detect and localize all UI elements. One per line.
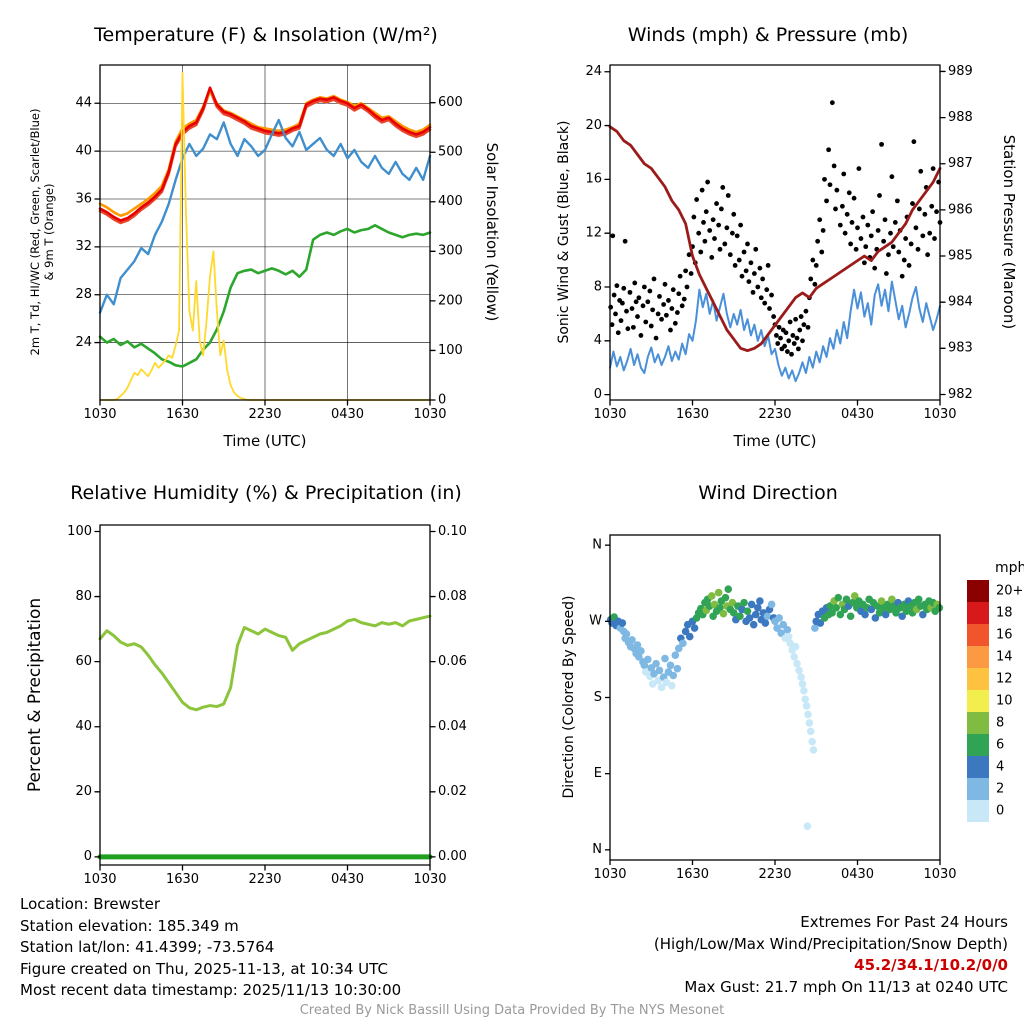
winds-x-axis-label: Time (UTC) [733, 432, 817, 450]
chart-title-winds: Winds (mph) & Pressure (mb) [627, 24, 909, 46]
temperature-x-axis-label: Time (UTC) [223, 432, 307, 450]
station-latlon: Station lat/lon: 41.4399; -73.5764 [20, 938, 275, 957]
figure-created: Figure created on Thu, 2025-11-13, at 10… [20, 959, 388, 978]
temperature-insolation-chart [0, 0, 512, 465]
extremes-values: 45.2/34.1/10.2/0/0 [854, 956, 1008, 975]
temperature-left-axis-label: 2m T, Td, HI/WC (Red, Green, Scarlet/Blu… [28, 108, 56, 356]
panel-winds-pressure: Winds (mph) & Pressure (mb) Sonic Wind &… [512, 0, 1024, 465]
chart-title-wind-direction: Wind Direction [698, 482, 838, 504]
max-gust: Max Gust: 21.7 mph On 11/13 at 0240 UTC [684, 977, 1008, 996]
panel-temperature-insolation: Temperature (F) & Insolation (W/m²) 2m T… [0, 0, 512, 465]
panel-wind-direction: Wind Direction Direction (Colored By Spe… [512, 465, 1024, 905]
extremes-subtitle: (High/Low/Max Wind/Precipitation/Snow De… [653, 934, 1008, 953]
chart-title-humidity: Relative Humidity (%) & Precipitation (i… [70, 482, 462, 504]
chart-title-temperature: Temperature (F) & Insolation (W/m²) [94, 24, 438, 46]
station-location: Location: Brewster [20, 895, 160, 913]
humidity-left-axis-label: Percent & Precipitation [25, 597, 45, 793]
station-info: Location: Brewster Station elevation: 18… [20, 894, 401, 1002]
wind-left-axis-label: Sonic Wind & Gust (Blue, Black) [556, 120, 572, 344]
extremes-title: Extremes For Past 24 Hours [800, 913, 1008, 931]
humidity-precip-chart [0, 465, 512, 905]
panel-humidity-precip: Relative Humidity (%) & Precipitation (i… [0, 465, 512, 905]
insolation-right-axis-label: Solar Insolation (Yellow) [483, 142, 501, 322]
data-timestamp: Most recent data timestamp: 2025/11/13 1… [20, 981, 402, 1000]
station-elevation: Station elevation: 185.349 m [20, 916, 239, 935]
direction-left-axis-label: Direction (Colored By Speed) [561, 595, 577, 799]
credit-line: Created By Nick Bassill Using Data Provi… [299, 1003, 725, 1018]
winds-pressure-chart [512, 0, 1024, 465]
pressure-right-axis-label: Station Pressure (Maroon) [1000, 134, 1018, 330]
extremes-info: Extremes For Past 24 Hours (High/Low/Max… [654, 912, 1008, 998]
wind-direction-chart [512, 465, 1024, 905]
